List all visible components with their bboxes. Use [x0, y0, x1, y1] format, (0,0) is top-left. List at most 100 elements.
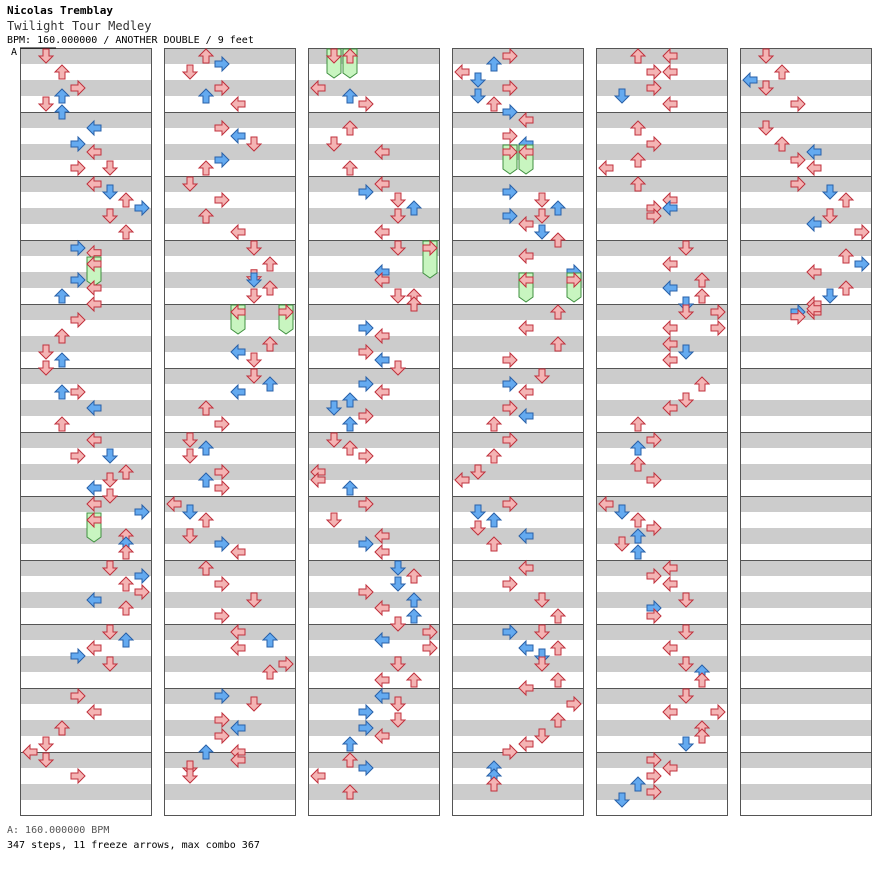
step-arrow-down [37, 48, 55, 64]
step-arrow-up [53, 384, 71, 400]
beat-stripe [308, 368, 440, 384]
step-arrow-left [518, 319, 534, 337]
step-arrow-right [422, 623, 438, 641]
step-arrow-right [790, 308, 806, 326]
step-arrow-left [374, 727, 390, 745]
step-arrow-down [181, 528, 199, 544]
step-arrow-down [101, 160, 119, 176]
beat-stripe [164, 272, 296, 288]
chart-column-border [20, 48, 152, 816]
step-arrow-down [677, 240, 695, 256]
step-arrow-left [374, 143, 390, 161]
step-arrow-up [549, 712, 567, 728]
step-arrow-right [502, 431, 518, 449]
step-arrow-right [134, 199, 150, 217]
step-arrow-right [502, 623, 518, 641]
step-arrow-up [405, 672, 423, 688]
beat-stripe [740, 240, 872, 256]
step-arrow-right [502, 743, 518, 761]
step-arrow-right [502, 375, 518, 393]
step-arrow-right [214, 191, 230, 209]
beat-stripe [164, 464, 296, 480]
step-arrow-left [518, 143, 534, 161]
beat-stripe [452, 400, 584, 416]
beat-stripe [20, 432, 152, 448]
step-arrow-left [374, 223, 390, 241]
beat-stripe [164, 560, 296, 576]
step-arrow-right [214, 711, 230, 729]
beat-stripe [596, 592, 728, 608]
step-arrow-left [454, 63, 470, 81]
step-arrow-up [693, 288, 711, 304]
step-arrow-right [566, 695, 582, 713]
step-arrow-down [757, 80, 775, 96]
beat-stripe [164, 624, 296, 640]
step-arrow-right [358, 495, 374, 513]
step-arrow-up [485, 56, 503, 72]
step-arrow-left [518, 527, 534, 545]
step-arrow-up [197, 160, 215, 176]
beat-stripe [452, 336, 584, 352]
step-arrow-up [197, 400, 215, 416]
step-arrow-down [613, 88, 631, 104]
chart-column-border [164, 48, 296, 816]
step-arrow-down [389, 192, 407, 208]
step-arrow-down [469, 88, 487, 104]
beat-stripe [308, 528, 440, 544]
beat-stripe [740, 464, 872, 480]
beat-stripe [596, 528, 728, 544]
step-arrow-left [518, 111, 534, 129]
beat-stripe [596, 272, 728, 288]
step-arrow-up [53, 104, 71, 120]
beat-stripe [452, 48, 584, 64]
step-arrow-down [533, 624, 551, 640]
beat-stripe [20, 208, 152, 224]
beat-stripe [308, 112, 440, 128]
beat-stripe [596, 560, 728, 576]
step-arrow-left [374, 671, 390, 689]
step-arrow-left [86, 639, 102, 657]
beat-stripe [20, 720, 152, 736]
beat-stripe [164, 80, 296, 96]
step-arrow-up [197, 440, 215, 456]
step-arrow-up [629, 176, 647, 192]
step-arrow-down [389, 656, 407, 672]
step-arrow-down [613, 536, 631, 552]
step-arrow-down [757, 120, 775, 136]
step-arrow-right [70, 687, 86, 705]
step-arrow-down [37, 96, 55, 112]
beat-stripe [164, 304, 296, 320]
step-arrow-left [86, 511, 102, 529]
step-arrow-up [773, 64, 791, 80]
step-arrow-left [806, 159, 822, 177]
step-arrow-up [117, 632, 135, 648]
step-arrow-up [261, 280, 279, 296]
beat-stripe [308, 240, 440, 256]
beat-stripe [740, 528, 872, 544]
step-arrow-up [341, 160, 359, 176]
step-arrow-left [166, 495, 182, 513]
step-arrow-up [405, 296, 423, 312]
beat-stripe [308, 144, 440, 160]
step-arrow-up [117, 192, 135, 208]
step-arrow-down [469, 464, 487, 480]
step-arrow-left [230, 223, 246, 241]
beat-stripe [596, 656, 728, 672]
step-arrow-left [230, 303, 246, 321]
step-arrow-up [117, 544, 135, 560]
beat-stripe [452, 208, 584, 224]
step-arrow-up [629, 416, 647, 432]
step-arrow-right [134, 503, 150, 521]
step-arrow-up [341, 392, 359, 408]
beat-stripe [20, 368, 152, 384]
step-arrow-down [325, 512, 343, 528]
step-arrow-right [358, 759, 374, 777]
step-arrow-left [86, 399, 102, 417]
step-arrow-right [502, 351, 518, 369]
step-arrow-left [806, 263, 822, 281]
step-arrow-up [549, 232, 567, 248]
step-arrow-right [502, 399, 518, 417]
step-arrow-down [469, 504, 487, 520]
artist-name: Nicolas Tremblay [7, 4, 113, 17]
step-arrow-right [70, 383, 86, 401]
